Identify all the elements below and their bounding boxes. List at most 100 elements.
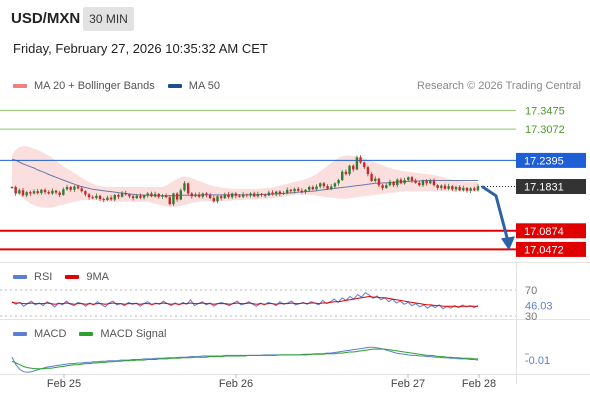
candle-body	[58, 192, 61, 195]
candle-body	[179, 190, 182, 200]
candle-body	[443, 185, 447, 189]
candle-body	[197, 194, 201, 197]
candle-body	[120, 193, 124, 197]
main-legend: MA 20 + Bollinger Bands MA 50	[13, 80, 233, 92]
candle-body	[102, 199, 105, 201]
copyright-text: Research © 2026 Trading Central	[416, 80, 581, 92]
candle-body	[223, 194, 227, 199]
candle-body	[341, 171, 344, 181]
rsi-level-label: 30	[525, 311, 537, 323]
candle-body	[476, 186, 480, 191]
candle-body	[139, 195, 142, 198]
legend-item-macd: MACD	[13, 328, 66, 340]
candle-body	[230, 193, 234, 198]
candle-body	[245, 194, 249, 196]
candle-body	[47, 192, 50, 194]
candle-body	[410, 177, 414, 181]
candle-body	[10, 187, 14, 189]
candle-body	[337, 180, 340, 184]
candle-body	[21, 190, 25, 196]
pivot-level-label: 17.2395	[524, 155, 564, 167]
candle-body	[388, 181, 392, 186]
candle-body	[150, 193, 153, 197]
candle-body	[175, 193, 179, 200]
legend-label: 9MA	[86, 271, 109, 283]
candle-body	[267, 192, 271, 196]
interval-button[interactable]: 30 MIN	[83, 7, 134, 31]
candle-body	[352, 165, 355, 170]
candle-body	[333, 183, 337, 187]
candle-body	[440, 185, 443, 188]
candle-body	[131, 196, 135, 199]
ma50-swatch-icon	[167, 84, 182, 88]
candle-body	[153, 193, 157, 197]
candle-body	[183, 183, 186, 191]
candle-body	[142, 195, 146, 198]
legend-label: RSI	[34, 271, 53, 283]
last-price-label: 17.1831	[524, 182, 564, 194]
candle-body	[69, 187, 72, 190]
candle-body	[322, 183, 326, 187]
candle-body	[451, 186, 454, 190]
candle-body	[469, 188, 472, 191]
candle-body	[76, 186, 80, 189]
candle-body	[462, 187, 465, 191]
legend-item-rsi: RSI	[13, 271, 52, 283]
resistance-level-label: 17.3072	[525, 124, 565, 136]
candle-body	[98, 195, 102, 200]
ma9-swatch-icon	[65, 275, 80, 279]
candle-body	[271, 192, 274, 195]
candle-body	[164, 195, 168, 198]
rsi-legend: RSI 9MA	[13, 271, 122, 283]
x-axis-tick-label: Feb 26	[219, 378, 253, 390]
candle-body	[128, 194, 131, 197]
legend-label: MACD Signal	[100, 328, 167, 340]
candle-body	[62, 189, 65, 195]
candle-body	[418, 182, 421, 186]
legend-item-macd-signal: MACD Signal	[79, 328, 166, 340]
candle-body	[454, 187, 458, 190]
chart-header: USD/MXN 30 MIN Friday, February 27, 2026…	[0, 0, 590, 70]
rsi-line	[11, 291, 479, 310]
candle-body	[260, 193, 263, 195]
candle-body	[436, 185, 439, 188]
candle-body	[80, 188, 83, 192]
candle-body	[429, 180, 432, 184]
forecast-arrow-line	[481, 185, 510, 242]
legend-item-ma20-bollinger: MA 20 + Bollinger Bands	[13, 80, 155, 92]
candle-body	[117, 194, 120, 197]
legend-item-9ma: 9MA	[65, 271, 109, 283]
candle-body	[190, 193, 193, 197]
candle-body	[304, 189, 307, 193]
macd-current-label: -0.01	[525, 355, 550, 367]
candle-body	[32, 191, 36, 194]
x-axis-tick-label: Feb 25	[47, 378, 81, 390]
candle-body	[326, 186, 329, 189]
support-level-tag	[516, 241, 586, 257]
candle-body	[399, 179, 403, 184]
candle-body	[234, 193, 238, 196]
resistance-level-label: 17.3475	[525, 105, 565, 117]
support-level-label: 17.0874	[524, 226, 564, 238]
candle-body	[407, 177, 410, 181]
candle-body	[344, 171, 348, 175]
candle-body	[293, 188, 296, 192]
candle-body	[370, 174, 373, 181]
candle-body	[205, 193, 208, 195]
last-price-tag	[516, 179, 586, 195]
ma20-swatch-icon	[13, 84, 27, 88]
macd-signal-line	[11, 348, 478, 370]
support-level-label: 17.0472	[524, 244, 564, 256]
candle-body	[216, 196, 219, 202]
candle-body	[91, 197, 94, 199]
candle-body	[18, 190, 21, 194]
candle-body	[311, 187, 315, 190]
candle-body	[161, 195, 164, 197]
candle-body	[274, 191, 278, 195]
timestamp: Friday, February 27, 2026 10:35:32 AM CE…	[13, 41, 268, 56]
candle-body	[219, 196, 223, 199]
candle-body	[29, 192, 32, 194]
candle-body	[65, 187, 69, 190]
rsi-9ma-line	[11, 295, 478, 308]
candle-body	[14, 187, 17, 194]
